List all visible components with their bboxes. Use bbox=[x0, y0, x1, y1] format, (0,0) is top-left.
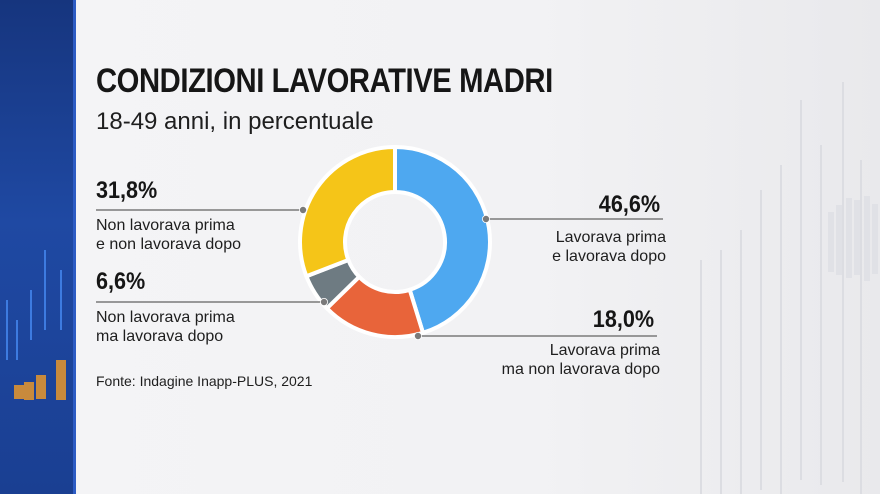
slice-label-3: Non lavorava prima e non lavorava dopo bbox=[96, 216, 241, 254]
slice-value-1: 18,0% bbox=[592, 306, 654, 333]
slice-label-1: Lavorava prima ma non lavorava dopo bbox=[502, 341, 660, 379]
donut-slice-0 bbox=[393, 144, 492, 336]
decorative-side-bar bbox=[24, 382, 34, 400]
slice-label-3-line2: e non lavorava dopo bbox=[96, 236, 241, 253]
decorative-bar bbox=[720, 250, 722, 494]
leader-dot-3 bbox=[298, 205, 307, 214]
decorative-candle bbox=[836, 205, 842, 275]
decorative-candle bbox=[846, 198, 852, 278]
decorative-side-bar bbox=[36, 375, 46, 399]
decorative-candle bbox=[872, 204, 878, 274]
decorative-bar bbox=[800, 100, 802, 480]
slice-value-2: 6,6% bbox=[96, 268, 146, 295]
slice-label-2-line1: Non lavorava prima bbox=[96, 309, 235, 326]
decorative-candle bbox=[864, 196, 870, 281]
decorative-bar bbox=[700, 260, 702, 494]
decorative-bar bbox=[760, 190, 762, 490]
decorative-bar bbox=[860, 160, 862, 494]
decorative-bar bbox=[740, 230, 742, 494]
chart-title: CONDIZIONI LAVORATIVE MADRI bbox=[96, 62, 553, 100]
decorative-bar bbox=[820, 145, 822, 485]
slice-value-0: 46,6% bbox=[598, 191, 660, 218]
slice-label-0-line2: e lavorava dopo bbox=[552, 248, 666, 265]
decorative-side-panel bbox=[0, 0, 73, 494]
slice-label-1-line1: Lavorava prima bbox=[549, 342, 660, 359]
chart-subtitle: 18-49 anni, in percentuale bbox=[96, 108, 374, 135]
side-panel-edge bbox=[73, 0, 76, 494]
decorative-side-line bbox=[6, 300, 8, 360]
slice-label-2-line2: ma lavorava dopo bbox=[96, 328, 224, 345]
slice-label-3-line1: Non lavorava prima bbox=[96, 217, 235, 234]
donut-slice-3 bbox=[298, 144, 397, 279]
decorative-candle bbox=[828, 212, 834, 272]
decorative-bar bbox=[842, 82, 844, 482]
slice-label-0: Lavorava prima e lavorava dopo bbox=[552, 228, 666, 266]
slice-label-2: Non lavorava prima ma lavorava dopo bbox=[96, 308, 235, 346]
decorative-side-line bbox=[16, 320, 18, 360]
leader-dot-2 bbox=[319, 297, 328, 306]
slice-value-3: 31,8% bbox=[96, 177, 158, 204]
source-note: Fonte: Indagine Inapp-PLUS, 2021 bbox=[96, 373, 313, 389]
decorative-side-line bbox=[30, 290, 32, 340]
decorative-side-bar bbox=[14, 385, 24, 399]
slice-label-0-line1: Lavorava prima bbox=[555, 229, 666, 246]
decorative-bar bbox=[780, 165, 782, 494]
decorative-candle bbox=[854, 200, 860, 275]
decorative-side-line bbox=[60, 270, 62, 330]
decorative-side-bar bbox=[56, 360, 66, 400]
slice-label-1-line2: ma non lavorava dopo bbox=[501, 361, 660, 378]
decorative-side-line bbox=[44, 250, 46, 330]
leader-dot-1 bbox=[413, 331, 422, 340]
leader-dot-0 bbox=[481, 214, 490, 223]
